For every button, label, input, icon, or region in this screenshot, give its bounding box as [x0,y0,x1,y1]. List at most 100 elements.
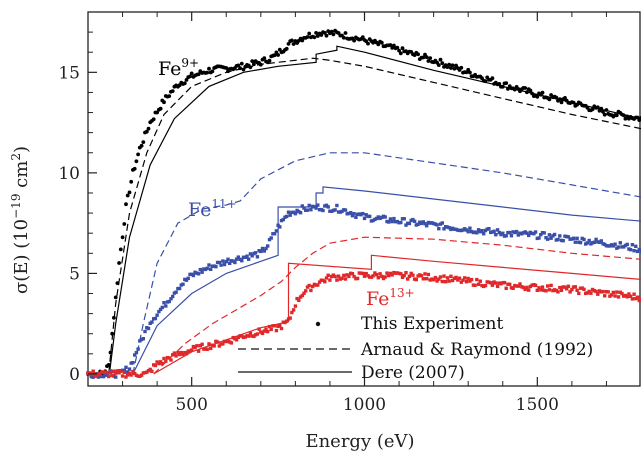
data-point [297,210,301,214]
data-point [133,353,137,357]
data-point [459,65,464,70]
data-point [293,304,298,308]
data-point [184,78,189,82]
data-point [186,276,190,280]
data-point [397,271,401,276]
data-point [176,350,180,355]
y-axis-title: σ(E) (10−19 cm2) [9,146,32,294]
data-point [264,327,268,331]
data-point [322,31,327,35]
data-point [440,221,444,225]
data-point [311,284,315,289]
data-point [475,231,479,235]
data-point [466,67,471,72]
data-point [635,295,640,299]
data-point [134,350,139,355]
data-point [419,274,424,278]
data-point [245,254,249,258]
data-point [336,274,341,278]
data-point [601,110,605,114]
data-point [578,240,583,245]
data-point [575,288,579,292]
data-point [269,327,273,332]
data-point [546,237,550,241]
legend-label: Arnaud & Raymond (1992) [360,340,593,360]
data-point [335,278,339,282]
data-point [438,222,443,226]
data-point [219,263,223,267]
legend-item-dots: This Experiment [315,314,503,334]
data-point [262,329,266,333]
data-point [286,42,291,46]
data-point [169,297,173,301]
data-point [444,225,448,229]
y-tick-label: 5 [69,264,80,284]
data-point [595,105,600,110]
data-point [198,344,202,348]
data-point [625,295,629,299]
data-point [528,88,533,93]
data-point [297,298,301,302]
data-point [126,373,130,377]
data-point [623,293,628,298]
data-point [561,239,565,243]
data-point [457,276,462,280]
data-point [380,274,384,279]
data-point [435,279,439,283]
data-point [131,361,135,365]
data-point [494,281,498,285]
data-point [573,285,577,289]
data-point [535,94,540,99]
data-point [625,242,629,247]
legend-marker [315,321,321,327]
data-point [565,287,569,291]
data-point [618,241,622,245]
series-Fe13+ [86,236,641,379]
data-point [561,285,565,289]
data-point [483,283,488,288]
series-Fe9+ [86,28,641,379]
data-point [340,209,344,214]
data-point [307,31,312,36]
data-point [134,159,139,164]
data-point [193,270,197,274]
data-point [540,285,545,289]
data-point [160,305,164,310]
data-point [592,240,596,244]
data-point [556,290,560,294]
data-point [321,208,325,213]
data-point [428,56,433,60]
data-point [438,275,443,279]
data-point [266,329,270,334]
data-point [258,62,263,67]
data-point [635,249,640,254]
data-point [523,86,528,90]
data-point [328,209,332,213]
data-point [217,344,221,348]
data-point [542,231,546,235]
data-point [241,255,246,259]
data-point [172,351,177,355]
data-point [387,273,391,278]
data-point [627,292,631,296]
data-point [291,42,296,46]
data-point [278,323,282,328]
data-point [182,81,187,86]
data-point [454,227,458,232]
data-point [383,275,387,279]
data-point [592,289,596,293]
data-point [255,332,260,336]
data-point [464,280,469,284]
data-point [518,282,522,286]
data-point [281,217,285,222]
data-point [136,152,141,157]
data-point [100,370,104,374]
data-point [473,230,477,234]
data-point [305,35,310,39]
data-point [628,248,633,252]
data-point [205,70,210,75]
data-point [371,274,375,278]
data-point [196,72,201,77]
data-point [393,220,398,224]
data-point [393,271,398,275]
